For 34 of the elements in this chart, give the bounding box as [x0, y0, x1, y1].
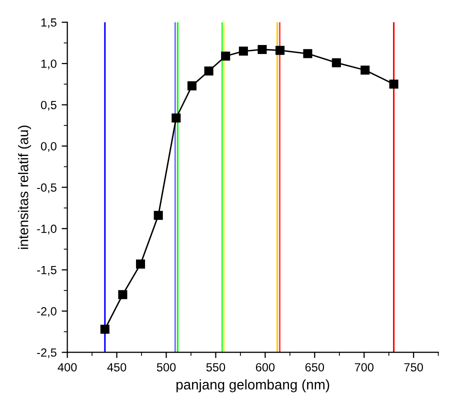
point — [204, 66, 214, 76]
x-tick-label: 700 — [354, 363, 374, 372]
point — [238, 46, 248, 56]
x-tick-label: 750 — [404, 363, 423, 372]
x-tick-label: 450 — [107, 363, 126, 372]
point — [172, 113, 181, 123]
x-axis-title: panjang gelombang (nm) — [176, 379, 330, 392]
x-tick-label: 500 — [156, 363, 176, 372]
y-tick-label: -1,5 — [37, 266, 56, 276]
y-tick-label: 1,0 — [41, 60, 56, 70]
y-tick-label: -1,0 — [37, 224, 56, 234]
point — [221, 52, 230, 61]
x-tick-label: 650 — [305, 363, 324, 372]
point — [187, 81, 196, 90]
y-axis-title: intensitas relatif (au) — [18, 126, 32, 249]
y-tick-label: -0,5 — [37, 183, 56, 194]
point — [360, 66, 370, 75]
point — [303, 49, 312, 58]
point — [100, 324, 110, 334]
y-tick-label: -2,5 — [37, 348, 56, 358]
point — [258, 44, 267, 54]
point — [389, 80, 398, 89]
x-tick-label: 600 — [256, 363, 275, 372]
point — [136, 260, 146, 269]
y-tick-label: -2,0 — [37, 307, 56, 317]
point — [154, 210, 163, 220]
x-tick-label: 400 — [58, 363, 77, 372]
point — [276, 46, 285, 55]
y-tick-label: 0,0 — [40, 142, 56, 152]
point — [118, 290, 128, 300]
x-tick-label: 550 — [206, 363, 226, 372]
y-tick-label: 0,5 — [40, 100, 56, 111]
point — [332, 58, 341, 68]
y-tick-label: 1,5 — [41, 18, 56, 28]
